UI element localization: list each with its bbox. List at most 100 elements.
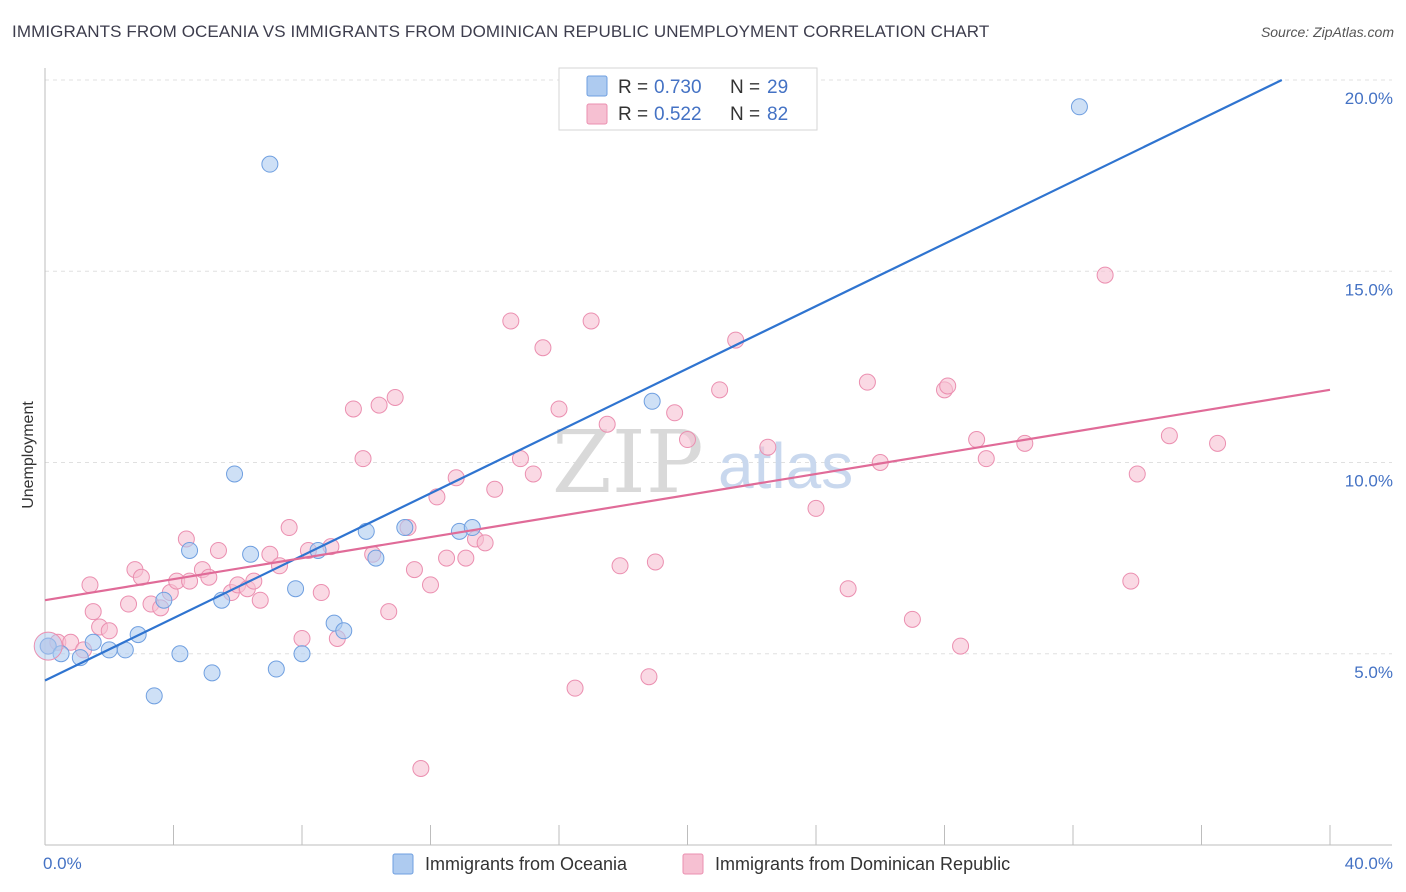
point-dominican	[251, 591, 269, 609]
x-tick-label: 40.0%	[1345, 854, 1393, 873]
point-dominican	[582, 312, 600, 330]
point-oceania	[1070, 98, 1088, 116]
y-tick-label: 15.0%	[1345, 280, 1393, 299]
point-dominican	[611, 557, 629, 575]
point-dominican	[968, 431, 986, 449]
watermark: ZIP atlas	[552, 413, 853, 513]
point-dominican	[1122, 572, 1140, 590]
point-oceania	[261, 155, 279, 173]
point-oceania	[396, 519, 414, 537]
point-dominican	[486, 480, 504, 498]
point-dominican	[759, 438, 777, 456]
watermark-atlas: atlas	[718, 430, 853, 502]
point-dominican	[858, 373, 876, 391]
point-dominican	[120, 595, 138, 613]
legend-n-value: 29	[767, 77, 788, 98]
point-dominican	[1160, 427, 1178, 445]
point-dominican	[666, 404, 684, 422]
legend-swatch-dominican	[586, 103, 608, 125]
point-dominican	[534, 339, 552, 357]
data-points	[33, 98, 1227, 777]
chart-title: IMMIGRANTS FROM OCEANIA VS IMMIGRANTS FR…	[12, 22, 990, 41]
point-oceania	[643, 392, 661, 410]
y-tick-labels: 5.0% 10.0% 15.0% 20.0%	[1345, 89, 1393, 682]
legend-r-label: R =	[618, 77, 648, 98]
point-cluster	[33, 631, 63, 661]
point-dominican	[405, 561, 423, 579]
point-dominican	[1209, 434, 1227, 452]
y-tick-label: 10.0%	[1345, 472, 1393, 491]
point-dominican	[293, 629, 311, 647]
point-dominican	[839, 580, 857, 598]
axes	[44, 68, 1392, 846]
point-dominican	[640, 668, 658, 686]
y-tick-label: 20.0%	[1345, 89, 1393, 108]
grid-lines	[45, 79, 1392, 655]
bottom-legend-swatch-oceania	[392, 853, 414, 875]
point-dominican	[81, 576, 99, 594]
point-oceania	[287, 580, 305, 598]
point-dominican	[380, 603, 398, 621]
point-dominican	[1128, 465, 1146, 483]
point-dominican	[524, 465, 542, 483]
point-oceania	[171, 645, 189, 663]
bottom-legend: Immigrants from Oceania Immigrants from …	[392, 853, 1010, 875]
point-dominican	[438, 549, 456, 567]
point-oceania	[155, 591, 173, 609]
point-dominican	[566, 679, 584, 697]
point-oceania	[293, 645, 311, 663]
point-dominican	[344, 400, 362, 418]
legend-r-value: 0.730	[654, 77, 702, 98]
point-oceania	[226, 465, 244, 483]
bottom-legend-swatch-dominican	[682, 853, 704, 875]
point-dominican	[370, 396, 388, 414]
y-axis-title: Unemployment	[20, 401, 37, 509]
point-dominican	[312, 584, 330, 602]
legend-n-label: N =	[730, 77, 760, 98]
point-dominican	[952, 637, 970, 655]
point-oceania	[84, 633, 102, 651]
point-oceania	[463, 519, 481, 537]
point-dominican	[502, 312, 520, 330]
x-tick-label: 0.0%	[43, 854, 82, 873]
point-dominican	[209, 541, 227, 559]
point-dominican	[412, 760, 430, 777]
legend: R = 0.730 N = 29 R = 0.522 N = 82	[558, 67, 818, 131]
trend-line-dominican	[44, 388, 1331, 602]
point-dominican	[280, 519, 298, 537]
point-dominican	[84, 603, 102, 621]
trend-lines	[44, 79, 1331, 682]
x-tick-labels: 0.0% 40.0%	[43, 854, 1393, 873]
point-dominican	[646, 553, 664, 571]
legend-r-label: R =	[618, 104, 648, 125]
point-dominican	[100, 622, 118, 640]
legend-swatch-oceania	[586, 75, 608, 97]
point-dominican	[598, 415, 616, 433]
legend-n-label: N =	[730, 104, 760, 125]
point-dominican	[476, 534, 494, 552]
point-oceania	[145, 687, 163, 705]
point-oceania	[242, 545, 260, 563]
point-oceania	[181, 541, 199, 559]
point-dominican	[1096, 266, 1114, 284]
point-dominican	[354, 450, 372, 468]
point-dominican	[550, 400, 568, 418]
point-oceania	[335, 622, 353, 640]
bottom-legend-label-oceania: Immigrants from Oceania	[425, 854, 628, 874]
source-label: Source: ZipAtlas.com	[1260, 24, 1394, 40]
point-dominican	[679, 431, 696, 449]
trend-line-oceania	[44, 79, 1283, 682]
point-dominican	[422, 576, 439, 594]
point-dominican	[457, 549, 475, 567]
bottom-legend-label-dominican: Immigrants from Dominican Republic	[715, 854, 1010, 874]
point-dominican	[807, 499, 825, 517]
point-dominican	[711, 381, 729, 399]
legend-n-value: 82	[767, 104, 788, 125]
point-oceania	[367, 549, 385, 567]
point-dominican	[386, 388, 404, 406]
point-oceania	[267, 660, 285, 678]
watermark-zip: ZIP	[552, 413, 704, 513]
y-tick-label: 5.0%	[1354, 663, 1393, 682]
legend-r-value: 0.522	[654, 104, 702, 125]
